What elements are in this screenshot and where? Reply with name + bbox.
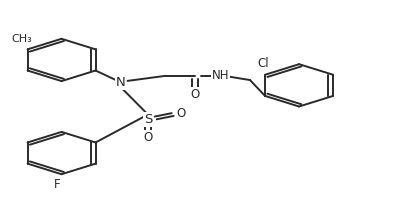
Text: NH: NH (212, 69, 229, 82)
Text: O: O (176, 107, 185, 120)
Text: CH₃: CH₃ (11, 34, 32, 44)
Text: Cl: Cl (257, 57, 269, 70)
Text: F: F (54, 178, 61, 191)
Text: O: O (190, 88, 200, 101)
Text: N: N (115, 76, 125, 89)
Text: O: O (143, 131, 152, 144)
Text: S: S (144, 113, 152, 126)
